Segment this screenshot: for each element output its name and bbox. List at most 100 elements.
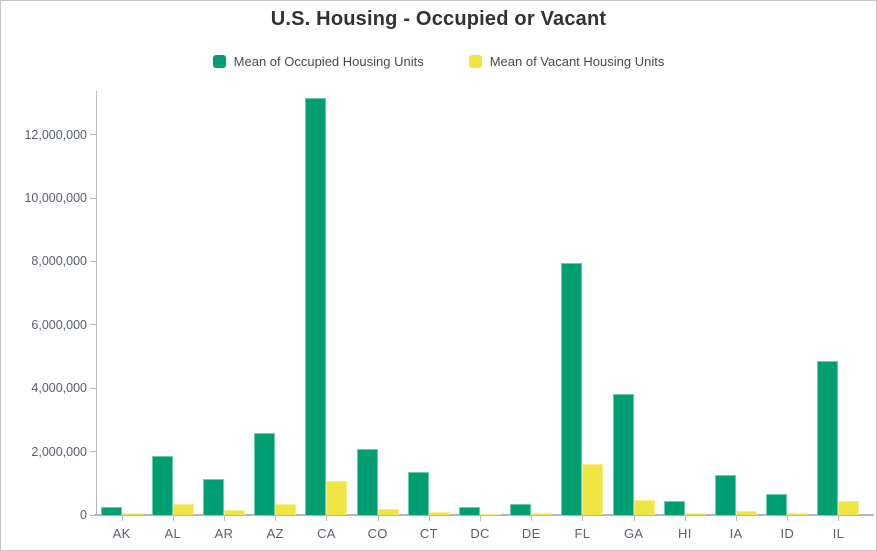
x-label-ga: GA [623, 526, 644, 541]
y-tick-mark [90, 451, 96, 453]
x-label-ak: AK [112, 526, 131, 541]
x-label-hi: HI [678, 526, 692, 541]
x-tick-mark [224, 516, 225, 521]
vacant-series-swatch-icon [468, 55, 482, 68]
vacant-bar-hi[interactable] [684, 512, 706, 515]
legend-item-vacant[interactable]: Mean of Vacant Housing Units [468, 54, 665, 69]
y-tick-label: 2,000,000 [31, 444, 87, 459]
occupied-bar-ar[interactable] [203, 479, 224, 515]
y-tick-label: 4,000,000 [31, 381, 87, 396]
x-axis-labels: AK AL AR AZ CA CO CT DC DE FL GA HI IA ID IL [96, 526, 864, 541]
occupied-bar-hi[interactable] [663, 501, 685, 515]
x-tick-mark [172, 516, 174, 521]
x-label-de: DE [521, 526, 541, 541]
x-label-ia: IA [729, 526, 743, 541]
bar-group-hi [659, 91, 710, 515]
vacant-bar-dc[interactable] [480, 513, 502, 515]
y-tick-mark [90, 514, 96, 516]
y-axis-line [96, 91, 97, 515]
x-label-co: CO [367, 526, 388, 541]
vacant-bar-il[interactable] [838, 501, 860, 515]
chart-legend: Mean of Occupied Housing Units Mean of V… [1, 54, 876, 69]
chart-title: U.S. Housing - Occupied or Vacant [270, 8, 607, 30]
x-tick-mark [121, 516, 123, 521]
occupied-bar-de[interactable] [510, 504, 532, 515]
y-tick-mark [90, 197, 96, 199]
vacant-bar-ct[interactable] [428, 512, 450, 515]
legend-label-occupied: Mean of Occupied Housing Units [233, 54, 424, 69]
occupied-bar-ak[interactable] [100, 506, 122, 515]
occupied-bar-ct[interactable] [407, 471, 429, 515]
x-tick-mark [531, 516, 533, 521]
y-tick-label: 10,000,000 [24, 191, 87, 206]
occupied-bar-az[interactable] [254, 432, 276, 515]
x-label-az: AZ [266, 526, 284, 541]
occupied-bar-ca[interactable] [305, 97, 327, 515]
occupied-bar-fl[interactable] [561, 263, 583, 515]
legend-item-occupied[interactable]: Mean of Occupied Housing Units [212, 54, 424, 69]
x-label-ar: AR [214, 526, 234, 541]
x-tick-mark [838, 516, 840, 521]
vacant-bar-ar[interactable] [224, 510, 245, 515]
vacant-bar-de[interactable] [531, 512, 553, 515]
y-tick-label: 12,000,000 [24, 127, 87, 142]
y-tick-mark [90, 134, 96, 136]
y-tick-label: 8,000,000 [31, 254, 87, 269]
vacant-bar-al[interactable] [172, 504, 194, 515]
x-tick-mark [428, 516, 430, 521]
y-tick-label: 0 [80, 508, 87, 522]
bar-group-al [147, 91, 198, 515]
y-tick-mark [90, 324, 96, 326]
vacant-bar-ak[interactable] [121, 512, 143, 515]
x-tick-mark [633, 516, 635, 521]
bar-group-il [813, 91, 864, 515]
bar-group-fl [557, 91, 608, 515]
bar-group-ar [198, 91, 249, 515]
occupied-bar-co[interactable] [356, 448, 378, 515]
bar-group-ct [403, 91, 454, 515]
x-tick-mark [275, 516, 277, 521]
bars-area [96, 91, 864, 515]
bar-group-de [506, 91, 557, 515]
vacant-bar-ga[interactable] [633, 500, 655, 515]
vacant-bar-fl[interactable] [582, 464, 604, 515]
y-tick-mark [90, 260, 96, 262]
x-tick-mark [736, 516, 737, 521]
vacant-bar-az[interactable] [275, 503, 297, 515]
x-tick-mark [582, 516, 584, 521]
x-tick-mark [787, 516, 789, 521]
y-tick-label: 6,000,000 [31, 317, 87, 332]
bar-group-ca [301, 91, 352, 515]
occupied-bar-ga[interactable] [612, 394, 634, 515]
x-tick-mark [684, 516, 686, 521]
x-label-id: ID [780, 526, 795, 541]
x-tick-mark [326, 516, 328, 521]
x-label-fl: FL [574, 526, 591, 541]
x-axis-baseline [94, 514, 874, 516]
x-label-dc: DC [470, 526, 490, 541]
x-label-al: AL [164, 526, 182, 541]
vacant-bar-ia[interactable] [736, 510, 758, 515]
bar-group-az [250, 91, 301, 515]
bar-group-dc [454, 91, 505, 515]
occupied-bar-al[interactable] [151, 456, 173, 515]
legend-label-vacant: Mean of Vacant Housing Units [489, 54, 665, 69]
occupied-bar-id[interactable] [766, 494, 788, 515]
y-tick-mark [90, 387, 96, 389]
bar-group-id [762, 91, 813, 515]
bar-group-ia [710, 91, 761, 515]
vacant-bar-co[interactable] [377, 508, 399, 515]
vacant-bar-id[interactable] [787, 513, 809, 515]
x-label-ca: CA [317, 526, 336, 541]
occupied-bar-dc[interactable] [459, 506, 481, 515]
x-label-ct: CT [419, 526, 438, 541]
occupied-series-swatch-icon [212, 55, 226, 68]
x-tick-mark [377, 516, 379, 521]
vacant-bar-ca[interactable] [326, 481, 348, 515]
x-label-il: IL [832, 526, 845, 541]
x-tick-mark [480, 516, 481, 521]
occupied-bar-il[interactable] [817, 361, 839, 515]
occupied-bar-ia[interactable] [715, 475, 737, 515]
